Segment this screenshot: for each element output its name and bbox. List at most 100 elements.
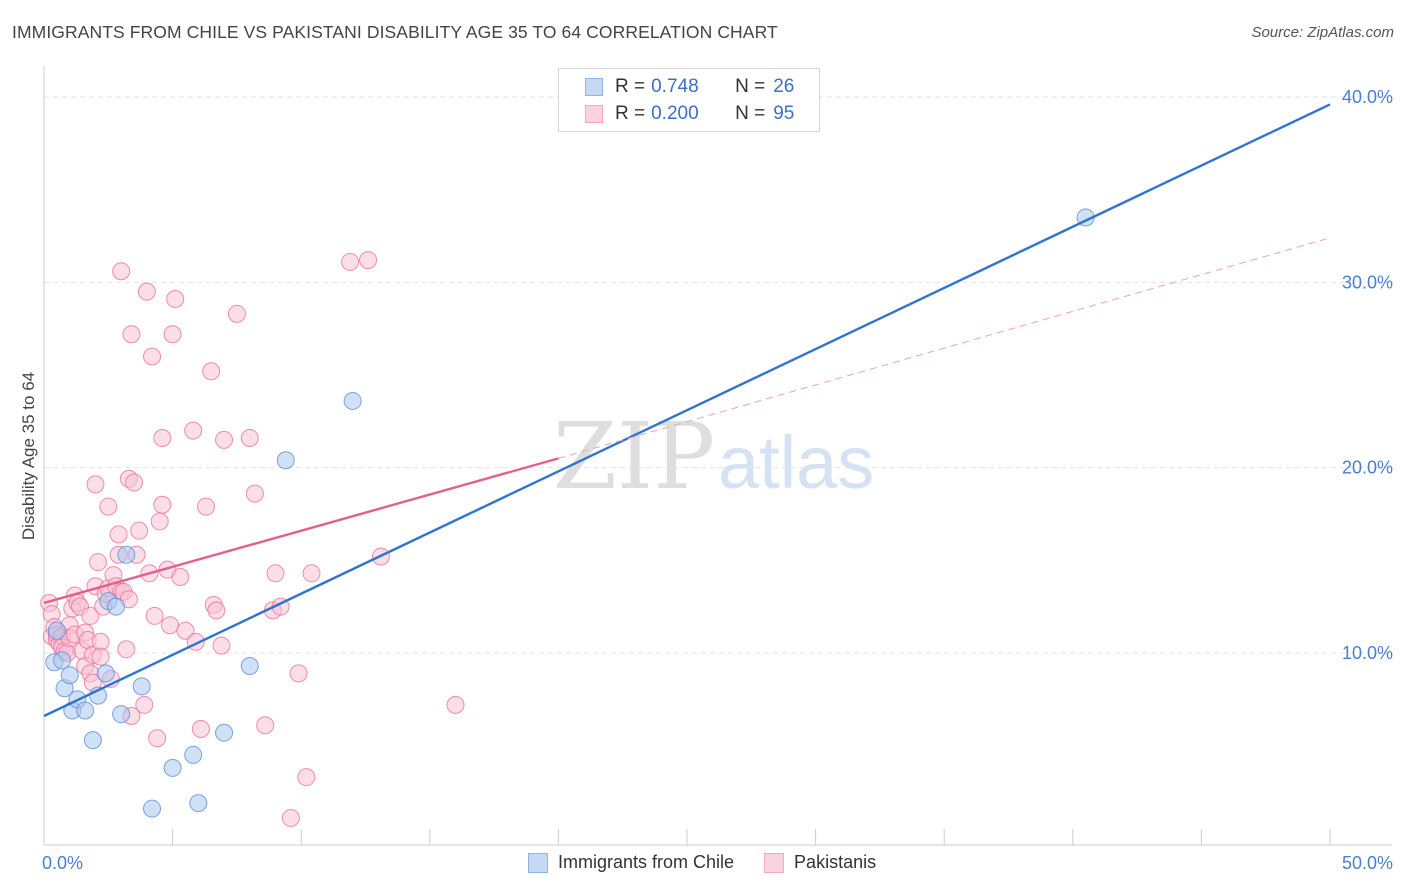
chile-point [215, 723, 234, 742]
series-swatch-pakistanis [764, 852, 785, 873]
chile-point [76, 701, 95, 720]
pakistani-point [150, 512, 169, 531]
chile-point [276, 451, 295, 470]
pakistani-point [112, 262, 131, 281]
pakistani-point [109, 525, 128, 544]
chile-trend-line [43, 103, 1331, 718]
chile-point [60, 666, 79, 685]
pakistani-point [148, 729, 167, 748]
legend-n-label: N = [735, 103, 766, 124]
grid-lines [44, 96, 1392, 654]
series-swatch-chile [528, 852, 548, 873]
watermark-atlas: atlas [718, 421, 874, 504]
pakistani-point [245, 484, 264, 503]
legend-row-pakistanis: R = 0.200 N = 95 [585, 102, 794, 126]
pakistani-point [215, 430, 234, 449]
pakistani-trend-line [43, 457, 559, 605]
pakistani-point [289, 664, 308, 683]
pakistani-point [135, 695, 154, 714]
pakistani-point [125, 473, 144, 492]
pakistani-point [86, 475, 105, 494]
pakistani-point [166, 290, 185, 309]
pakistani-point [197, 497, 216, 516]
pakistani-point [184, 421, 203, 440]
pakistani-point [99, 497, 118, 516]
series-legend-pakistanis: Pakistanis [764, 852, 876, 873]
chile-point [53, 651, 72, 670]
legend-swatch-chile [585, 78, 603, 96]
pakistani-point [91, 647, 110, 666]
pakistani-point [117, 640, 136, 659]
series-label-pakistanis: Pakistanis [794, 852, 877, 872]
correlation-legend: R = 0.748 N = 26 R = 0.200 N = 95 [558, 68, 820, 132]
series-legend: Immigrants from Chile Pakistanis [528, 852, 906, 873]
pakistani-point [122, 325, 141, 344]
pakistani-point [240, 429, 259, 448]
chile-point [96, 664, 115, 683]
watermark: ZIP atlas [553, 403, 874, 510]
y-tick-label: 20.0% [1342, 458, 1393, 478]
legend-n-label: N = [735, 76, 766, 97]
pakistani-point [143, 347, 162, 366]
pakistani-point [302, 564, 321, 583]
chile-point [143, 799, 162, 818]
pakistani-point [256, 716, 275, 735]
chart-title: IMMIGRANTS FROM CHILE VS PAKISTANI DISAB… [12, 22, 778, 42]
chart-source: Source: ZipAtlas.com [1251, 24, 1394, 41]
y-tick-label: 10.0% [1342, 643, 1393, 663]
pakistani-point [171, 568, 190, 587]
pakistani-point [191, 719, 210, 738]
pakistani-point [281, 808, 300, 827]
chile-point [117, 545, 136, 564]
pakistani-point [145, 606, 164, 625]
legend-swatch-pakistanis [585, 105, 603, 123]
series-legend-chile: Immigrants from Chile [528, 852, 734, 873]
x-tick-label: 0.0% [42, 853, 83, 873]
pakistani-point [153, 429, 172, 448]
pakistani-point [212, 636, 231, 655]
pakistani-point [163, 325, 182, 344]
pakistani-point [266, 564, 285, 583]
pakistani-trend-extension [558, 237, 1331, 459]
watermark-zip: ZIP [553, 403, 715, 510]
pakistani-point [176, 621, 195, 640]
x-tick-label: 50.0% [1342, 853, 1393, 873]
chile-point [240, 656, 259, 675]
legend-r-value: 0.200 [651, 103, 699, 124]
pakistani-point [207, 601, 226, 620]
legend-r-value: 0.748 [651, 76, 699, 97]
pakistani-point [359, 251, 378, 270]
data-points [40, 208, 1095, 827]
legend-row-chile: R = 0.748 N = 26 [585, 75, 794, 99]
chile-point [47, 621, 66, 640]
y-axis-label: Disability Age 35 to 64 [19, 372, 38, 540]
pakistani-point [227, 304, 246, 323]
chile-point [132, 677, 151, 696]
pakistani-point [153, 495, 172, 514]
pakistani-point [89, 553, 108, 572]
legend-n-value: 26 [773, 76, 795, 97]
y-tick-label: 30.0% [1342, 272, 1393, 292]
pakistani-point [137, 282, 156, 301]
chile-point [189, 794, 208, 813]
legend-n-value: 95 [773, 103, 795, 124]
chile-point [343, 391, 362, 410]
chile-point [112, 705, 131, 724]
chile-point [83, 731, 102, 750]
legend-r-label: R = [615, 76, 646, 97]
chile-point [184, 745, 203, 764]
pakistani-point [446, 695, 465, 714]
tick-labels: 10.0% 20.0% 30.0% 40.0% 0.0% 50.0% [42, 87, 1393, 873]
pakistani-point [341, 252, 360, 271]
series-label-chile: Immigrants from Chile [558, 852, 735, 872]
pakistani-point [161, 616, 180, 635]
chile-point [107, 597, 126, 616]
legend-r-label: R = [615, 103, 646, 124]
pakistani-point [130, 521, 149, 540]
pakistani-point [81, 606, 100, 625]
y-tick-label: 40.0% [1342, 87, 1393, 107]
pakistani-point [297, 768, 316, 787]
pakistani-point [202, 362, 221, 381]
chile-point [163, 758, 182, 777]
